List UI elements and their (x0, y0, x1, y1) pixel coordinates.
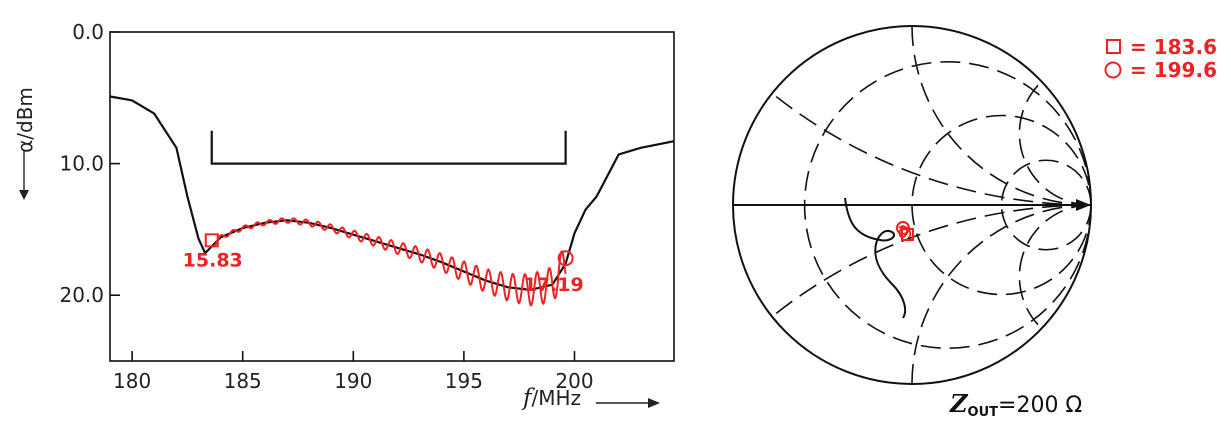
marker-label: 15.83 (183, 249, 243, 271)
smith-reactance-arc (911, 204, 1092, 385)
legend-square-icon (1106, 39, 1121, 54)
x-axis-ticks: 180 185 190 195 200 (113, 351, 594, 393)
x-tick-label: 180 (113, 369, 151, 393)
y-axis-label-text: α/dBm (13, 87, 37, 153)
x-axis-label-unit: /MHz (532, 386, 582, 410)
marker-label: 17.19 (524, 274, 584, 296)
x-axis-arrowhead (648, 398, 660, 408)
x-axis-label-symbol: f (521, 385, 535, 411)
y-tick-label: 20.0 (59, 283, 104, 307)
zout-subscript: OUT (968, 405, 999, 420)
markers: 15.83 17.19 (183, 233, 584, 296)
smith-grid (771, 25, 1092, 385)
y-axis-label: α/dBm (13, 87, 37, 153)
passband-trace (211, 217, 567, 307)
smith-marker-circle (896, 221, 910, 235)
zout-label: ZOUT=200 Ω (949, 389, 1082, 420)
legend-square-text: = 183.6 (1130, 35, 1217, 59)
legend: = 183.6 = 199.6 (1104, 35, 1217, 82)
zout-value: =200 Ω (998, 393, 1082, 418)
zout-symbol: Z (949, 389, 969, 418)
line-chart: 0.0 10.0 20.0 180 185 190 195 200 15.83 17.19 α… (13, 20, 675, 411)
x-tick-label: 200 (555, 369, 593, 393)
passband-bracket (210, 130, 567, 165)
x-tick-label: 185 (224, 369, 262, 393)
smith-reactance-arc (1018, 81, 1092, 206)
smith-reactance-arc (1018, 204, 1092, 329)
plot-frame (109, 31, 675, 362)
marker-circle (557, 250, 574, 267)
legend-circle-text: = 199.6 (1130, 58, 1217, 82)
y-axis-ticks: 0.0 10.0 20.0 (59, 20, 120, 307)
smith-reactance-arc (911, 25, 1092, 206)
legend-circle-icon (1104, 61, 1122, 79)
x-tick-label: 190 (334, 369, 372, 393)
marker-square (204, 233, 219, 248)
y-tick-label: 0.0 (72, 20, 104, 44)
smith-chart: = 183.6 = 199.6 ZOUT=200 Ω (732, 25, 1217, 420)
smith-reactance-arc (771, 204, 1092, 318)
smith-reactance-arc (771, 92, 1092, 206)
x-tick-label: 195 (445, 369, 483, 393)
y-axis-arrowhead (19, 190, 29, 200)
impedance-trace (844, 197, 907, 319)
y-tick-label: 10.0 (59, 152, 104, 176)
x-axis-label: f/MHz (521, 385, 581, 411)
